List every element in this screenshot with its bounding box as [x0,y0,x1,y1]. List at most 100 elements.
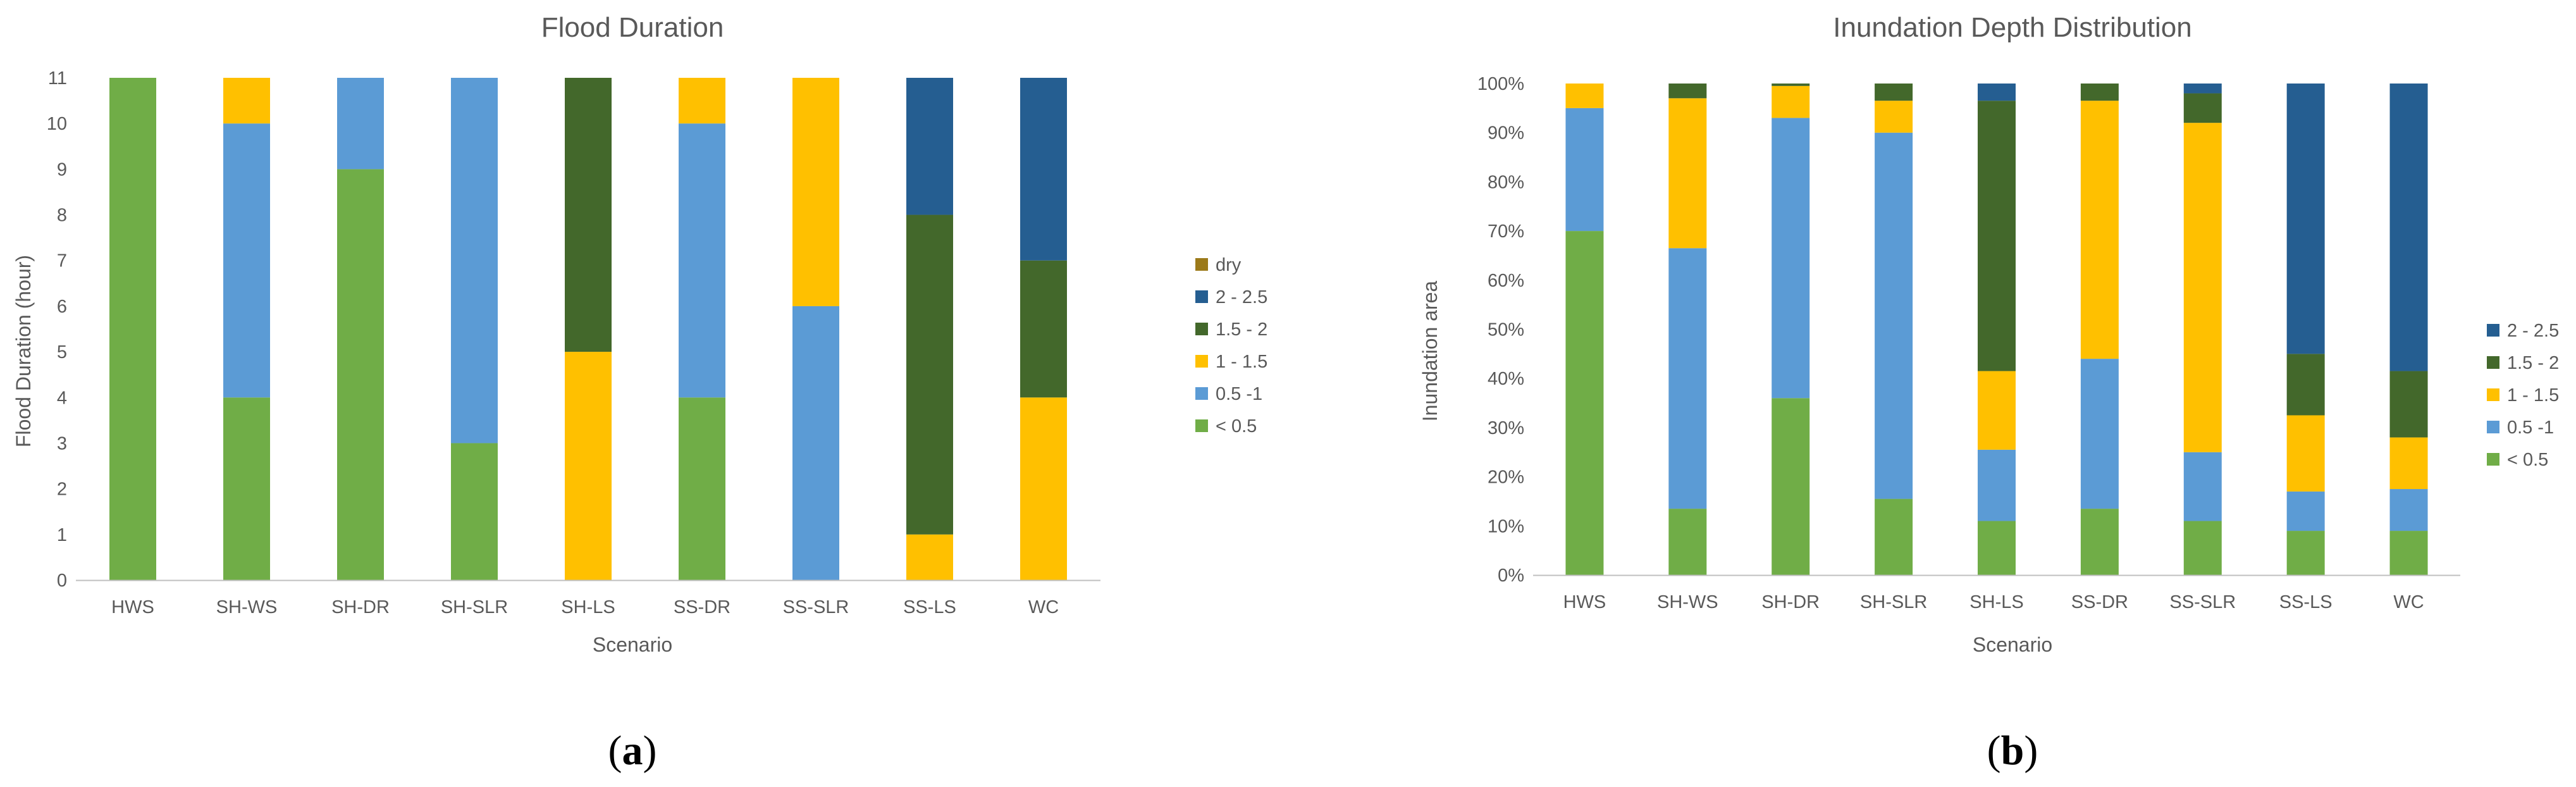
bar-ss-dr-lt-0-5 [2080,509,2119,575]
bar-sh-ws-lt-0-5 [1668,509,1707,575]
legend-swatch-lt-0-5 [2487,453,2499,466]
bar-wc-lt-0-5 [2389,531,2428,575]
bar-sh-ls-1-5-2 [565,78,612,352]
y-tick-label: 9 [57,159,67,180]
legend-label-0-5-1: 0.5 -1 [2507,418,2554,438]
bar-hws-1-1-5 [1565,84,1604,108]
legend-label-1-1-5: 1 - 1.5 [2507,385,2559,406]
bar-hws-0-5-1 [1565,108,1604,232]
x-tick-label-sh-ls: SH-LS [561,597,615,617]
y-tick-label: 3 [57,433,67,454]
y-axis-title: Flood Duration (hour) [12,255,35,447]
legend-label-1-5-2: 1.5 - 2 [1216,319,1267,340]
y-tick-label: 80% [1488,172,1524,192]
x-axis-title: Scenario [593,633,672,656]
bar-ss-slr-1-5-2 [2183,93,2222,123]
bar-ss-dr-lt-0-5 [679,397,725,580]
x-tick-label-ss-slr: SS-SLR [783,597,849,617]
x-axis-title: Scenario [1973,633,2052,656]
y-tick-label: 7 [57,251,67,271]
legend-swatch-1-5-2 [2487,356,2499,369]
y-tick-label: 2 [57,480,67,500]
bar-stacks [109,78,1067,580]
y-tick-label: 0 [57,571,67,591]
x-tick-label-sh-slr: SH-SLR [441,597,508,617]
legend-swatch-1-1-5 [2487,388,2499,401]
bar-sh-ws-0-5-1 [1668,248,1707,509]
bar-sh-dr-1-1-5 [1772,85,1810,118]
bar-sh-dr-lt-0-5 [1772,398,1810,575]
y-tick-label: 6 [57,297,67,317]
legend-swatch-lt-0-5 [1195,419,1208,432]
legend-swatch-0-5-1 [1195,387,1208,400]
x-tick-label-hws: HWS [111,597,154,617]
legend-swatch-1-5-2 [1195,323,1208,335]
legend-swatch-dry [1195,258,1208,271]
bar-wc-1-5-2 [1020,260,1067,398]
y-tick-label: 8 [57,206,67,226]
bar-sh-ls-2-2-5 [1978,84,2016,101]
y-tick-label: 50% [1488,320,1524,340]
bar-sh-dr-lt-0-5 [337,169,384,580]
chart-title: Inundation Depth Distribution [1833,12,2191,43]
bar-ss-ls-1-1-5 [906,534,953,580]
legend-label-1-1-5: 1 - 1.5 [1216,352,1267,372]
y-axis-title: Inundation area [1419,281,1441,422]
bar-wc-1-1-5 [2389,437,2428,490]
bar-sh-ls-1-1-5 [1978,371,2016,450]
y-tick-label: 70% [1488,221,1524,242]
legend-swatch-2-2-5 [1195,290,1208,303]
legend-label-0-5-1: 0.5 -1 [1216,384,1262,404]
chart-title: Flood Duration [541,12,724,43]
bar-wc-2-2-5 [1020,78,1067,261]
bar-ss-ls-1-1-5 [2286,415,2325,492]
bar-ss-dr-1-1-5 [2080,101,2119,359]
x-tick-label-ss-dr: SS-DR [2071,592,2128,612]
bar-ss-dr-1-1-5 [679,78,725,124]
y-tick-labels: 0% 10% 20% 30% 40% 50% 60% 70% 80% 90% 100% [1477,74,1524,586]
bar-sh-slr-1-1-5 [1875,101,1913,133]
panel-caption-a: (a) [608,728,657,774]
bar-sh-ws-lt-0-5 [223,397,270,580]
legend-label-lt-0-5: < 0.5 [2507,450,2548,470]
x-tick-labels: HWS SH-WS SH-DR SH-SLR SH-LS SS-DR SS-SLR SS-LS… [1563,592,2424,612]
legend-swatch-2-2-5 [2487,324,2499,337]
panel-b-inundation-depth: Inundation Depth Distribution Inundation… [1419,12,2559,774]
bar-ss-ls-0-5-1 [2286,491,2325,531]
bar-sh-slr-lt-0-5 [1875,499,1913,575]
x-tick-labels: HWS SH-WS SH-DR SH-SLR SH-LS SS-DR SS-SLR SS-LS… [111,597,1059,617]
x-tick-label-ss-ls: SS-LS [2279,592,2333,612]
x-tick-label-ss-dr: SS-DR [674,597,730,617]
bar-sh-slr-0-5-1 [1875,132,1913,499]
bar-wc-1-1-5 [1020,397,1067,580]
panel-caption-b: (b) [1987,728,2038,774]
bar-hws-lt-0-5 [109,78,156,580]
bar-wc-0-5-1 [2389,489,2428,531]
x-tick-label-sh-dr: SH-DR [1761,592,1820,612]
bar-sh-ls-1-5-2 [1978,101,2016,371]
x-tick-label-sh-dr: SH-DR [331,597,390,617]
bar-sh-ws-1-1-5 [223,78,270,124]
y-tick-label: 90% [1488,123,1524,144]
x-tick-label-sh-ls: SH-LS [1969,592,2023,612]
bar-ss-slr-0-5-1 [2183,452,2222,521]
x-tick-label-sh-slr: SH-SLR [1860,592,1927,612]
bar-ss-ls-1-5-2 [2286,354,2325,416]
bar-sh-slr-1-5-2 [1875,84,1913,101]
y-tick-label: 10 [47,114,67,134]
bar-ss-ls-2-2-5 [2286,84,2325,354]
x-tick-label-hws: HWS [1563,592,1606,612]
y-tick-label: 1 [57,525,67,545]
y-tick-labels: 0 1 2 3 4 5 6 7 8 9 10 11 [47,68,67,591]
panel-a-flood-duration: Flood Duration Flood Duration (hour) Sce… [12,12,1267,774]
legend-label-2-2-5: 2 - 2.5 [2507,321,2559,341]
y-tick-label: 11 [48,68,67,89]
legend-label-lt-0-5: < 0.5 [1216,416,1257,437]
y-tick-label: 30% [1488,418,1524,438]
bar-wc-1-5-2 [2389,371,2428,438]
bar-ss-dr-0-5-1 [679,123,725,398]
y-tick-label: 10% [1488,516,1524,536]
legend-label-2-2-5: 2 - 2.5 [1216,287,1267,307]
bar-ss-dr-1-5-2 [2080,84,2119,101]
